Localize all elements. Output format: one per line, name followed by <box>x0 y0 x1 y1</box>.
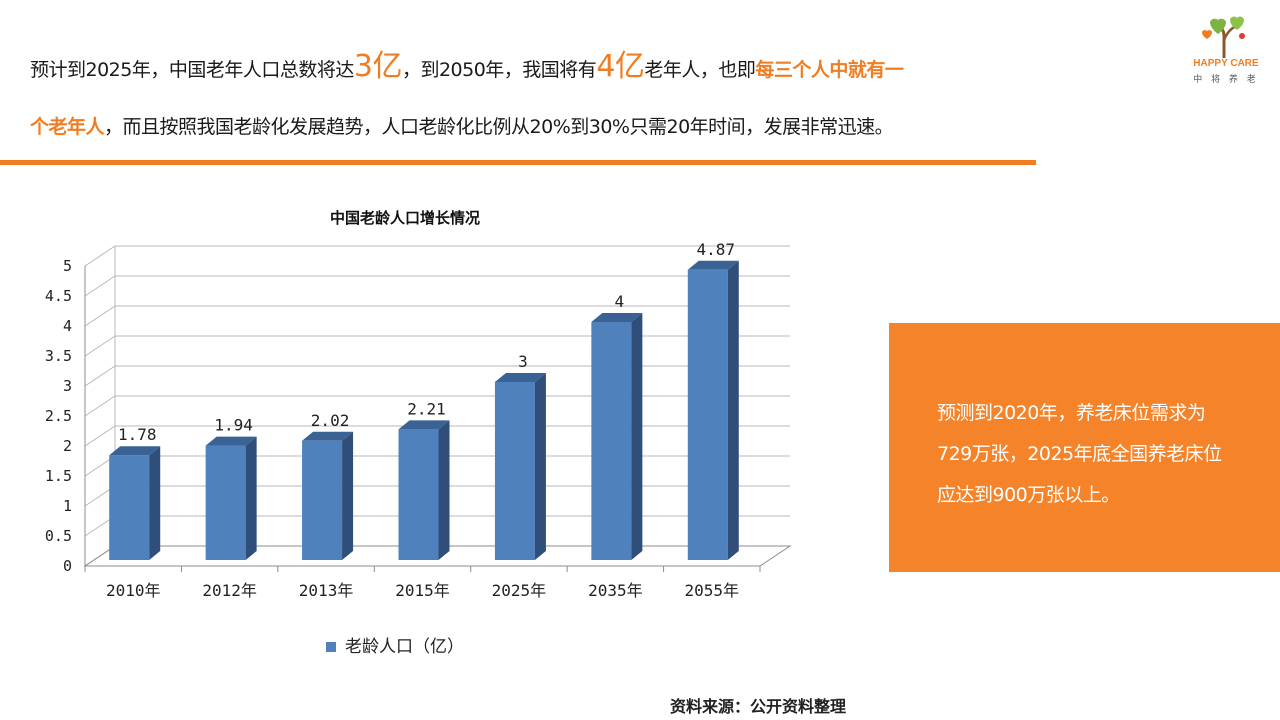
x-tick-label: 2035年 <box>588 581 643 600</box>
gridline-side <box>84 275 116 297</box>
intro-highlight-2: 个老年人 <box>30 116 105 138</box>
logo-name: HAPPY CARE <box>1193 58 1259 69</box>
bar-value-label: 4 <box>615 292 625 311</box>
bar-front <box>591 322 632 560</box>
y-tick-label: 3.5 <box>45 347 72 365</box>
bar-top <box>109 446 161 456</box>
gridline-side <box>84 245 116 267</box>
orange-divider <box>0 160 1036 165</box>
y-tick-label: 4.5 <box>45 287 72 305</box>
logo-subtitle: 中 将 养 老 <box>1193 75 1259 85</box>
bar-front <box>687 269 728 560</box>
chart-title: 中国老龄人口增长情况 <box>330 209 480 227</box>
intro-text-4: ，而且按照我国老龄化发展趋势，人口老龄化比例从20%到30%只需20年时间，发展… <box>104 116 894 138</box>
callout-text: 预测到2020年，养老床位需求为729万张，2025年底全国养老床位应达到900… <box>937 402 1222 506</box>
x-tick-label: 2015年 <box>395 581 450 600</box>
bar-top <box>205 436 257 446</box>
intro-paragraph: 预计到2025年，中国老年人口总数将达3亿，到2050年，我国将有4亿老年人，也… <box>30 38 1030 156</box>
intro-number-1: 3亿 <box>353 49 403 84</box>
tree-heart-icon <box>1202 16 1245 58</box>
bar-front <box>494 382 535 560</box>
x-tick-label: 2010年 <box>106 581 161 600</box>
bar-top <box>398 420 450 430</box>
bar-top <box>591 313 643 322</box>
bar-side <box>438 420 450 560</box>
source-note: 资料来源：公开资料整理 <box>670 697 847 716</box>
bar-value-label: 3 <box>518 352 528 371</box>
bar-side <box>727 260 739 560</box>
bar-front <box>302 440 343 560</box>
elderly-population-chart: 中国老龄人口增长情况 0 0.5 1 1.5 2 2.5 3 3.5 4 4.5 5 2010年 201… <box>45 209 792 657</box>
bar-side <box>342 431 354 560</box>
y-tick-label: 2 <box>63 437 72 455</box>
y-tick-label: 5 <box>63 257 72 275</box>
bar-top <box>494 373 546 382</box>
y-tick-label: 4 <box>63 317 72 335</box>
y-tick-label: 1 <box>63 497 72 515</box>
happy-care-logo: HAPPY CARE 中 将 养 老 <box>1186 14 1266 85</box>
bar-value-label: 1.78 <box>118 425 157 444</box>
bar-side <box>149 446 161 560</box>
x-tick-label: 2013年 <box>299 581 354 600</box>
gridline-side <box>84 425 116 447</box>
legend-label: 老龄人口（亿） <box>345 637 464 657</box>
gridline-side <box>84 335 116 357</box>
gridline-side <box>84 365 116 387</box>
y-tick-label: 2.5 <box>45 407 72 425</box>
bar-value-label: 2.21 <box>407 399 446 418</box>
gridline-side <box>84 305 116 327</box>
y-tick-label: 1.5 <box>45 467 72 485</box>
bar-top <box>302 431 354 441</box>
intro-number-2: 4亿 <box>596 49 645 84</box>
chart-floor <box>83 545 792 567</box>
intro-text-2: ，到2050年，我国将有 <box>401 59 597 81</box>
legend-swatch <box>326 642 336 652</box>
callout-box: 预测到2020年，养老床位需求为729万张，2025年底全国养老床位应达到900… <box>889 323 1280 572</box>
bar-value-label: 1.94 <box>214 416 253 435</box>
y-tick-label: 0 <box>63 557 72 575</box>
bar-side <box>631 313 643 560</box>
bar-side <box>245 436 257 560</box>
y-tick-label: 3 <box>63 377 72 395</box>
y-tick-label: 0.5 <box>45 527 72 545</box>
bar-front <box>109 455 150 560</box>
bar-side <box>534 373 546 560</box>
x-tick-label: 2025年 <box>492 581 547 600</box>
intro-highlight-1: 每三个人中就有一 <box>755 59 904 81</box>
bar-value-label: 2.02 <box>311 411 350 430</box>
intro-text-1: 预计到2025年，中国老年人口总数将达 <box>30 59 354 81</box>
x-tick-label: 2012年 <box>202 581 257 600</box>
bar-top <box>687 260 739 270</box>
bar-layer: 1.78 1.94 2.02 2.21 3 4 4.87 <box>109 240 739 560</box>
grid-layer <box>84 245 790 567</box>
intro-text-3: 老年人，也即 <box>644 59 756 81</box>
chart-legend: 老龄人口（亿） <box>326 637 464 657</box>
bar-front <box>398 429 439 560</box>
gridline-side <box>84 395 116 417</box>
bar-value-label: 4.87 <box>697 240 736 259</box>
bar-front <box>205 445 246 560</box>
axis-layer: 0 0.5 1 1.5 2 2.5 3 3.5 4 4.5 5 2010年 2012年 2013年 2015… <box>45 257 792 600</box>
x-tick-label: 2055年 <box>685 581 740 600</box>
